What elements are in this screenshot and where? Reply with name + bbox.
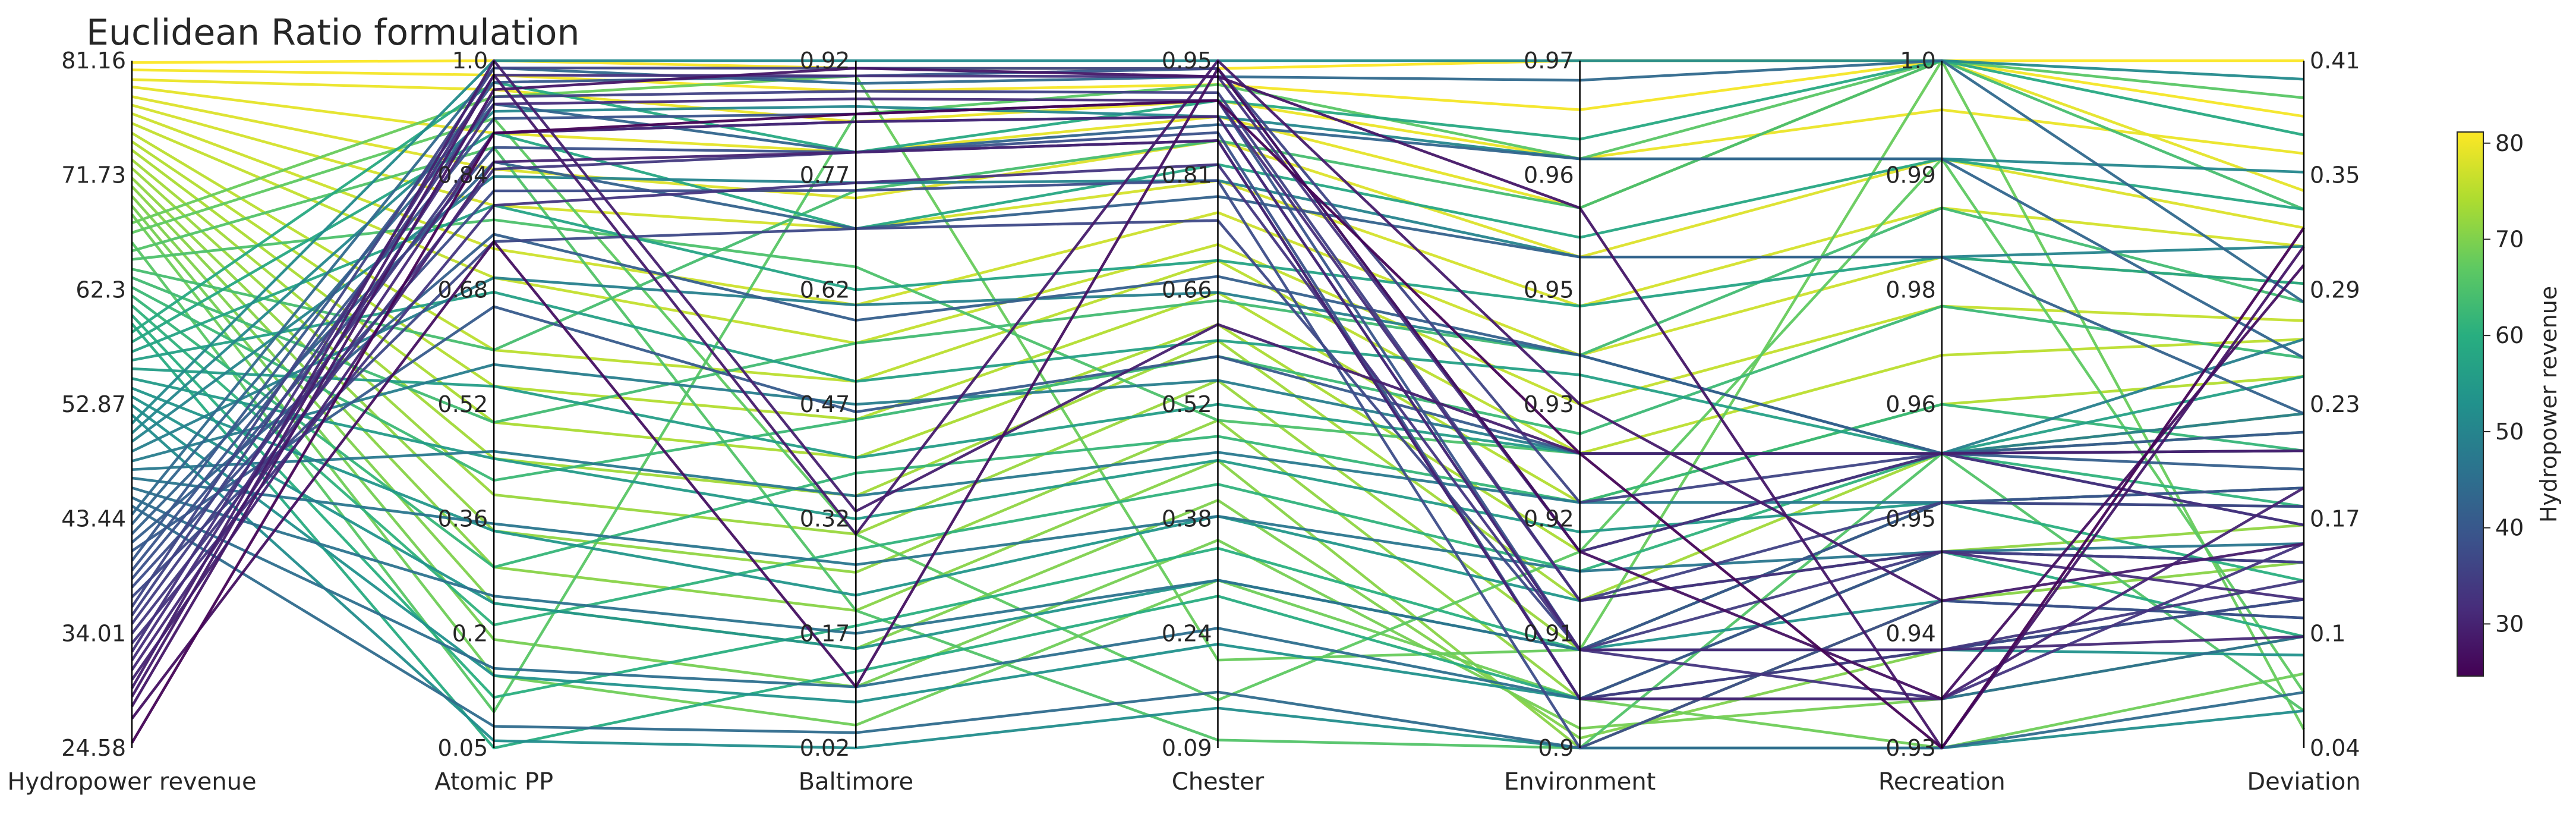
axis-tick-label: 0.9: [1538, 735, 1574, 761]
colorbar: 30 40 50 60 70 80 Hydropower revenue: [2457, 130, 2562, 677]
axis-tick-label: 0.09: [1162, 735, 1212, 761]
axis-tick-label: 0.35: [2310, 162, 2360, 188]
axis-tick-label: 0.77: [800, 162, 850, 188]
colorbar-tick-label: 50: [2495, 419, 2524, 445]
axis-name: Recreation: [1878, 768, 2006, 796]
axes: 24.58 34.01 43.44 52.87 62.3 71.73 81.16 Hydrop…: [7, 48, 2360, 796]
axis-tick-label: 0.17: [800, 620, 850, 646]
axis-tick-label: 0.98: [1886, 276, 1936, 303]
axis-tick-label: 81.16: [61, 48, 126, 74]
axis-tick-label: 0.92: [1524, 506, 1574, 532]
axis-recreation: 0.93 0.94 0.95 0.96 0.98 0.99 1.0 Recreation: [1878, 48, 2006, 796]
axis-tick-label: 0.66: [1162, 276, 1212, 303]
axis-tick-label: 1.0: [452, 48, 488, 74]
colorbar-tick-label: 60: [2495, 322, 2524, 348]
axis-tick-label: 0.1: [2310, 620, 2345, 646]
axis-tick-label: 43.44: [61, 506, 126, 532]
axis-tick-label: 0.23: [2310, 391, 2360, 417]
axis-tick-label: 0.94: [1886, 620, 1936, 646]
axis-tick-label: 0.62: [800, 276, 850, 303]
axis-atomic-pp: 0.05 0.2 0.36 0.52 0.68 0.84 1.0 Atomic PP: [434, 48, 553, 796]
axis-name: Environment: [1504, 768, 1656, 796]
axis-name: Atomic PP: [434, 768, 553, 796]
colorbar-tick-label: 70: [2495, 226, 2524, 252]
axis-tick-label: 0.38: [1162, 506, 1212, 532]
axis-baltimore: 0.02 0.17 0.32 0.47 0.62 0.77 0.92 Baltimore: [799, 48, 913, 796]
axis-tick-label: 0.93: [1524, 391, 1574, 417]
axis-tick-label: 0.97: [1524, 48, 1574, 74]
axis-chester: 0.09 0.24 0.38 0.52 0.66 0.81 0.95 Chester: [1162, 48, 1265, 796]
axis-tick-label: 0.92: [800, 48, 850, 74]
axis-name: Deviation: [2247, 768, 2360, 796]
axis-tick-label: 0.96: [1524, 162, 1574, 188]
axis-tick-label: 1.0: [1900, 48, 1935, 74]
axis-tick-label: 0.24: [1162, 620, 1212, 646]
axis-tick-label: 0.2: [452, 620, 488, 646]
axis-tick-label: 0.02: [800, 735, 850, 761]
axis-tick-label: 0.04: [2310, 735, 2360, 761]
colorbar-tick-label: 30: [2495, 611, 2524, 637]
axis-tick-label: 0.93: [1886, 735, 1936, 761]
colorbar-tick-label: 40: [2495, 515, 2524, 541]
axis-tick-label: 0.36: [438, 506, 488, 532]
axis-tick-label: 0.29: [2310, 276, 2360, 303]
axis-tick-label: 0.41: [2310, 48, 2360, 74]
axis-tick-label: 0.32: [800, 506, 850, 532]
axis-tick-label: 0.17: [2310, 506, 2360, 532]
axis-tick-label: 0.95: [1162, 48, 1212, 74]
axis-tick-label: 0.81: [1162, 162, 1212, 188]
axis-tick-label: 0.96: [1886, 391, 1936, 417]
axis-tick-label: 0.52: [438, 391, 488, 417]
axis-tick-label: 52.87: [61, 391, 126, 417]
axis-tick-label: 0.95: [1524, 276, 1574, 303]
axis-tick-label: 0.99: [1886, 162, 1936, 188]
axis-tick-label: 0.52: [1162, 391, 1212, 417]
axis-tick-label: 62.3: [75, 276, 126, 303]
colorbar-gradient: [2457, 131, 2484, 677]
axis-tick-label: 34.01: [61, 620, 126, 646]
axis-tick-label: 0.47: [800, 391, 850, 417]
chart-title: Euclidean Ratio formulation: [86, 12, 580, 54]
colorbar-ticks: 30 40 50 60 70 80: [2483, 130, 2524, 637]
axis-name: Chester: [1172, 768, 1265, 796]
colorbar-label: Hydropower revenue: [2536, 286, 2562, 523]
axis-environment: 0.9 0.91 0.92 0.93 0.95 0.96 0.97 Environment: [1504, 48, 1656, 796]
axis-tick-label: 24.58: [61, 735, 126, 761]
axis-tick-label: 0.95: [1886, 506, 1936, 532]
axis-name: Hydropower revenue: [7, 768, 256, 796]
axis-name: Baltimore: [799, 768, 913, 796]
axis-tick-label: 0.91: [1524, 620, 1574, 646]
colorbar-tick-label: 80: [2495, 130, 2524, 156]
axis-deviation: 0.04 0.1 0.17 0.23 0.29 0.35 0.41 Deviation: [2247, 48, 2360, 796]
axis-tick-label: 0.84: [438, 162, 488, 188]
axis-tick-label: 71.73: [61, 162, 126, 188]
axis-hydropower-revenue: 24.58 34.01 43.44 52.87 62.3 71.73 81.16 Hydrop…: [7, 48, 256, 796]
axis-tick-label: 0.05: [438, 735, 488, 761]
axis-tick-label: 0.68: [438, 276, 488, 303]
